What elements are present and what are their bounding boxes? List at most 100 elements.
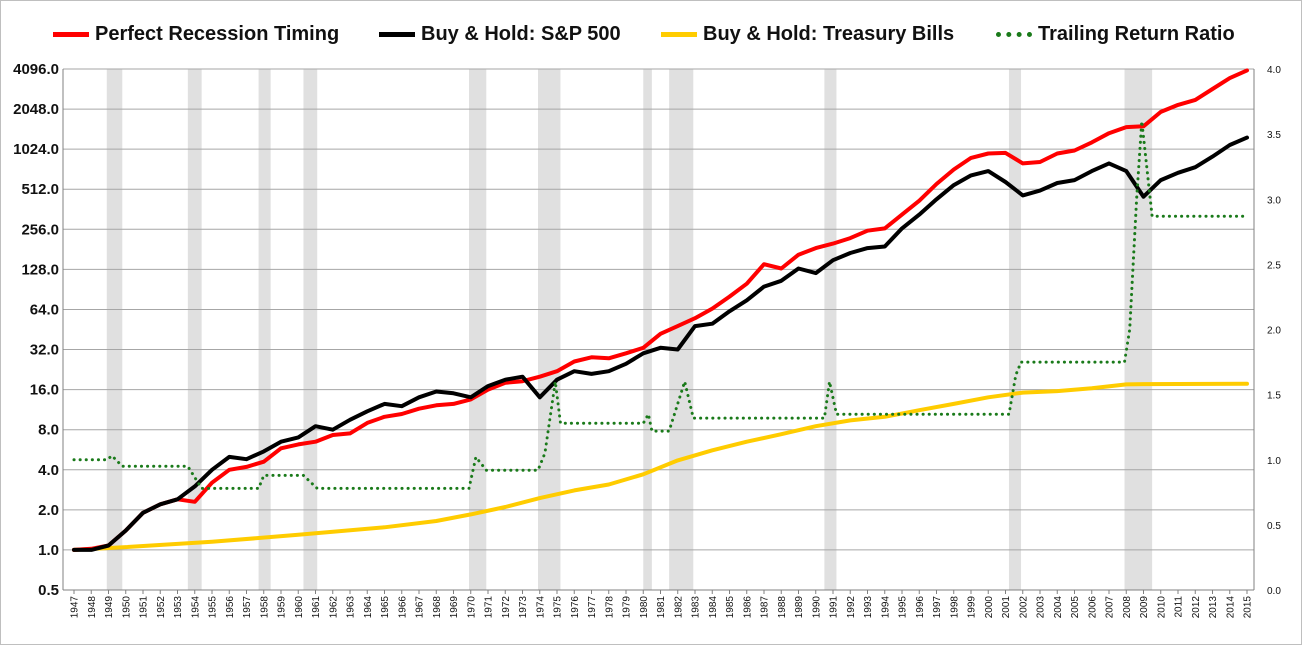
x-tick-label: 1955 xyxy=(208,596,219,619)
y-left-tick-label: 1.0 xyxy=(38,542,59,559)
legend-swatch-yellow-line xyxy=(661,31,697,37)
y-right-tick-label: 0.5 xyxy=(1267,521,1281,532)
x-tick-label: 1988 xyxy=(777,596,788,619)
x-tick-label: 1948 xyxy=(87,596,98,619)
x-tick-label: 1996 xyxy=(915,596,926,619)
x-tick-label: 1958 xyxy=(259,596,270,619)
x-tick-label: 2015 xyxy=(1243,596,1254,619)
x-tick-label: 1959 xyxy=(277,596,288,619)
x-tick-label: 1962 xyxy=(328,596,339,619)
x-tick-label: 2007 xyxy=(1105,596,1116,619)
legend-swatch-red-line xyxy=(53,31,89,37)
x-tick-label: 1984 xyxy=(708,596,719,619)
x-tick-label: 1986 xyxy=(742,596,753,619)
x-tick-label: 1983 xyxy=(691,596,702,619)
x-tick-label: 1949 xyxy=(104,596,115,619)
x-tick-label: 1992 xyxy=(846,596,857,619)
legend-label: Perfect Recession Timing xyxy=(95,22,340,45)
y-right-tick-label: 2.5 xyxy=(1267,260,1281,271)
x-tick-label: 1971 xyxy=(484,596,495,619)
x-tick-label: 2011 xyxy=(1174,596,1185,618)
y-left-tick-label: 8.0 xyxy=(38,422,59,439)
x-tick-label: 1973 xyxy=(518,596,529,619)
x-tick-label: 1980 xyxy=(639,596,650,619)
x-tick-label: 2014 xyxy=(1225,596,1236,619)
legend-label: Buy & Hold: S&P 500 xyxy=(421,22,621,45)
x-tick-label: 1981 xyxy=(656,596,667,619)
x-tick-label: 1947 xyxy=(70,596,81,619)
recession-band xyxy=(824,69,837,590)
x-tick-label: 1997 xyxy=(932,596,943,619)
recession-band xyxy=(1124,69,1153,590)
recession-band xyxy=(469,69,487,590)
legend-label: Trailing Return Ratio xyxy=(1038,22,1235,45)
y-right-tick-label: 1.0 xyxy=(1267,456,1281,467)
legend-swatch-black-line xyxy=(379,31,415,37)
x-tick-label: 1991 xyxy=(829,596,840,619)
x-tick-label: 1966 xyxy=(397,596,408,619)
x-tick-label: 1953 xyxy=(173,596,184,619)
x-tick-label: 1954 xyxy=(190,596,201,619)
x-tick-label: 1969 xyxy=(449,596,460,619)
x-tick-label: 1972 xyxy=(501,596,512,619)
recession-band xyxy=(303,69,318,590)
series-line xyxy=(72,119,1249,490)
legend-item-treasury-bills: Buy & Hold: Treasury Bills xyxy=(661,21,954,47)
series-line xyxy=(72,135,1249,552)
y-right-tick-label: 0.0 xyxy=(1267,586,1281,597)
x-tick-label: 1974 xyxy=(535,596,546,619)
y-right-tick-label: 4.0 xyxy=(1267,65,1281,76)
x-tick-label: 2010 xyxy=(1156,596,1167,619)
x-tick-label: 2002 xyxy=(1018,596,1029,619)
y-left-tick-label: 1024.0 xyxy=(13,141,59,158)
recession-band xyxy=(643,69,652,590)
x-tick-label: 1995 xyxy=(898,596,909,619)
legend-label: Buy & Hold: Treasury Bills xyxy=(703,22,955,45)
legend-item-perfect-recession-timing: Perfect Recession Timing xyxy=(53,21,339,47)
y-right-tick-label: 2.0 xyxy=(1267,326,1281,337)
x-tick-label: 1989 xyxy=(794,596,805,619)
x-tick-label: 1964 xyxy=(363,596,374,619)
x-tick-label: 1975 xyxy=(553,596,564,619)
y-left-tick-label: 0.5 xyxy=(38,582,59,599)
y-left-tick-label: 2048.0 xyxy=(13,101,59,118)
recession-band xyxy=(106,69,123,590)
y-right-tick-label: 1.5 xyxy=(1267,391,1281,402)
x-tick-label: 2009 xyxy=(1139,596,1150,619)
y-right-tick-label: 3.0 xyxy=(1267,195,1281,206)
x-tick-label: 1950 xyxy=(121,596,132,619)
x-tick-label: 1978 xyxy=(604,596,615,619)
x-tick-label: 1998 xyxy=(949,596,960,619)
chart-legend: Perfect Recession Timing Buy & Hold: S&P… xyxy=(1,21,1302,47)
legend-swatch-green-dotted-line xyxy=(996,31,1032,37)
y-left-tick-label: 16.0 xyxy=(30,382,59,399)
x-tick-label: 2006 xyxy=(1087,596,1098,619)
x-tick-label: 1951 xyxy=(139,596,150,619)
recession-band xyxy=(187,69,202,590)
x-tick-label: 1963 xyxy=(346,596,357,619)
y-left-tick-label: 512.0 xyxy=(21,181,59,198)
x-tick-label: 1952 xyxy=(156,596,167,619)
x-tick-label: 1968 xyxy=(432,596,443,619)
x-tick-label: 2012 xyxy=(1191,596,1202,619)
x-tick-label: 2005 xyxy=(1070,596,1081,619)
x-tick-label: 1960 xyxy=(294,596,305,619)
legend-item-trailing-return-ratio: Trailing Return Ratio xyxy=(996,21,1235,47)
x-tick-label: 1967 xyxy=(415,596,426,619)
x-tick-label: 1985 xyxy=(725,596,736,619)
x-tick-label: 2013 xyxy=(1208,596,1219,619)
x-tick-label: 2001 xyxy=(1001,596,1012,619)
legend-item-sp500: Buy & Hold: S&P 500 xyxy=(379,21,621,47)
x-tick-label: 1957 xyxy=(242,596,253,619)
y-left-tick-label: 4.0 xyxy=(38,462,59,479)
x-tick-label: 1993 xyxy=(863,596,874,619)
series-line xyxy=(72,381,1249,552)
recession-band xyxy=(258,69,271,590)
y-right-tick-label: 3.5 xyxy=(1267,130,1281,141)
recession-band xyxy=(1008,69,1022,590)
x-tick-label: 1979 xyxy=(622,596,633,619)
x-tick-label: 1977 xyxy=(587,596,598,619)
x-tick-label: 2003 xyxy=(1036,596,1047,619)
